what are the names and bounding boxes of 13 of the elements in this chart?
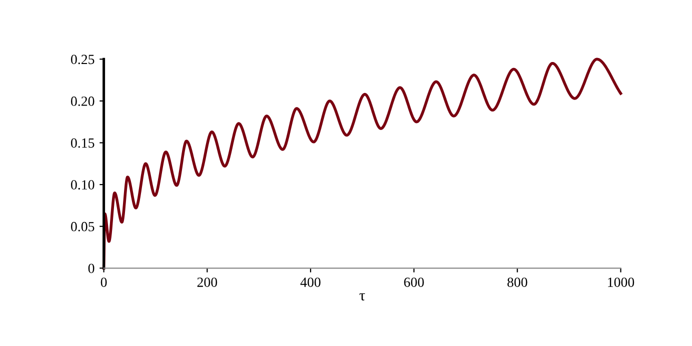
y-tick-label: 0.15: [70, 138, 94, 148]
y-tick-label: 0.05: [70, 222, 94, 232]
y-tick-label: 0: [88, 264, 94, 274]
x-tick-label: 0: [100, 278, 107, 287]
x-tick-label: 1000: [608, 278, 634, 287]
y-tick-label: 0.25: [70, 54, 94, 64]
x-axis-title: τ: [360, 293, 365, 301]
x-tick-label: 600: [404, 278, 424, 287]
x-tick-label: 200: [197, 278, 218, 287]
y-tick-label: 0.20: [70, 96, 94, 106]
x-tick-label: 800: [507, 278, 528, 287]
y-tick-label: 0.10: [70, 180, 94, 190]
x-tick-label: 400: [300, 278, 320, 287]
